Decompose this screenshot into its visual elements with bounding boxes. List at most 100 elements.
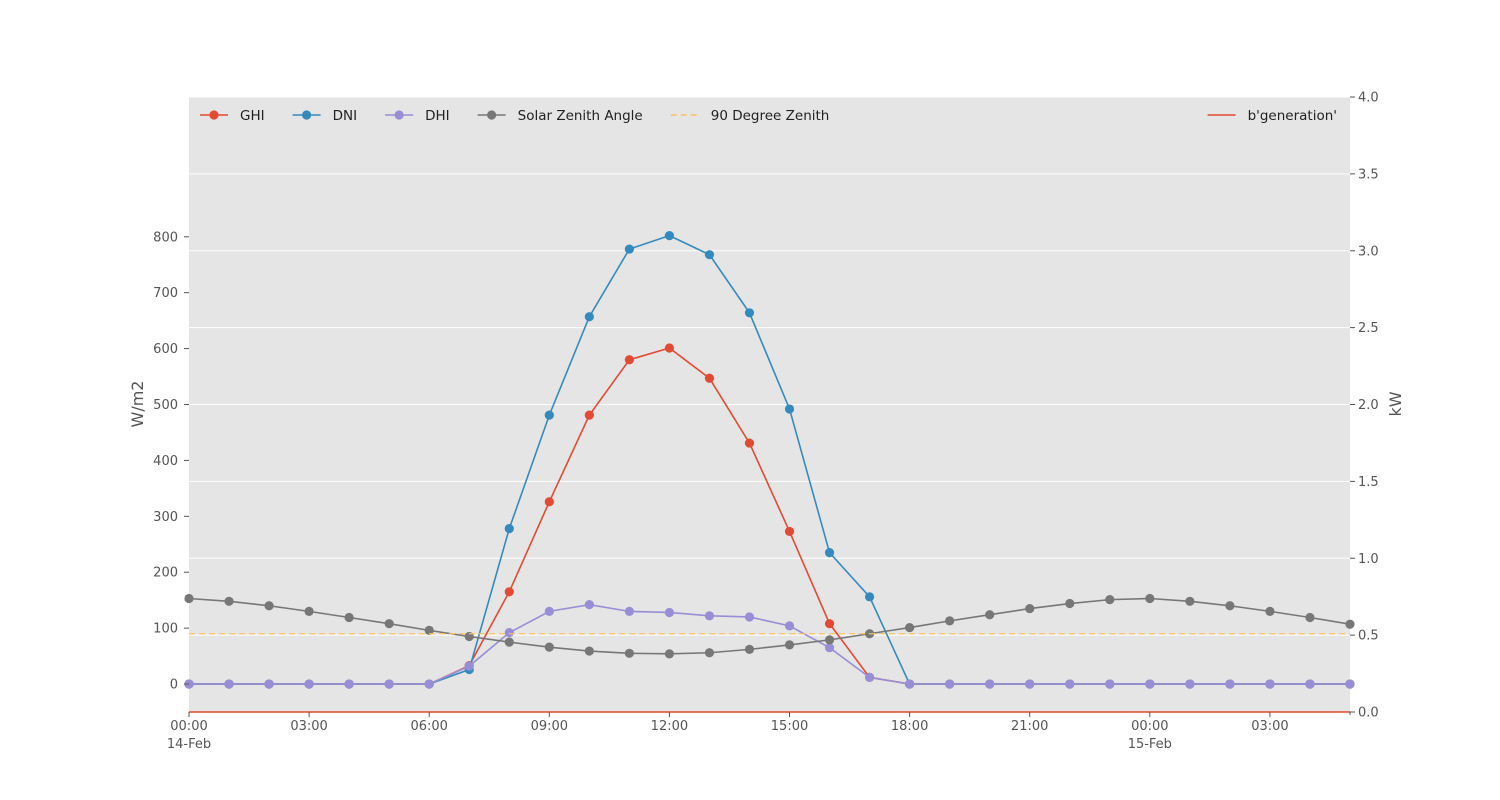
data-point-dhi xyxy=(824,643,835,653)
data-point-dni xyxy=(664,231,675,241)
legend-marker xyxy=(487,110,497,120)
data-point-dhi xyxy=(1105,679,1115,689)
x-tick-label: 15:00 xyxy=(771,719,808,734)
legend-label: 90 Degree Zenith xyxy=(711,108,830,124)
data-point-solar-zenith-angle xyxy=(1145,593,1155,604)
data-point-solar-zenith-angle xyxy=(985,610,995,620)
data-point-solar-zenith-angle xyxy=(224,596,234,606)
data-point-solar-zenith-angle xyxy=(624,648,634,658)
y2-tick-label: 4.0 xyxy=(1358,91,1379,106)
data-point-dni xyxy=(784,404,795,414)
legend-marker xyxy=(209,110,219,120)
data-point-solar-zenith-angle xyxy=(504,637,514,647)
legend-label: b'generation' xyxy=(1248,108,1337,124)
legend-label: DHI xyxy=(425,108,450,124)
data-point-dhi xyxy=(384,679,394,689)
y-tick-label: 0 xyxy=(170,678,178,693)
y2-tick-label: 0.0 xyxy=(1358,706,1379,721)
data-point-solar-zenith-angle xyxy=(945,616,955,626)
data-point-dhi xyxy=(584,600,594,610)
y2-tick-label: 0.5 xyxy=(1358,629,1379,644)
legend-marker xyxy=(302,110,312,120)
legend-label: Solar Zenith Angle xyxy=(518,108,643,124)
x-tick-label: 21:00 xyxy=(1011,719,1048,734)
legend-left: GHI DNI DHI Solar Zenith Angle 90 Degree Zen… xyxy=(200,108,829,124)
data-point-solar-zenith-angle xyxy=(544,642,554,652)
data-point-solar-zenith-angle xyxy=(424,625,434,635)
data-point-dhi xyxy=(1025,679,1035,689)
y-tick-label: 800 xyxy=(153,230,178,245)
axes-layer: 0.0 0.5 1.0 1.5 2.0 2.5 3.0 3.5 4.0 0 100 200 300 400… xyxy=(153,91,1379,753)
data-point-dhi xyxy=(1305,679,1315,689)
data-point-ghi xyxy=(584,410,594,420)
data-point-dhi xyxy=(744,612,755,622)
data-point-solar-zenith-angle xyxy=(1105,595,1115,605)
data-point-dni xyxy=(824,548,835,558)
data-point-solar-zenith-angle xyxy=(744,644,755,654)
y2-tick-label: 1.5 xyxy=(1358,475,1379,490)
data-point-dhi xyxy=(1225,679,1235,689)
y2-tick-label: 2.0 xyxy=(1358,398,1379,413)
y-tick-label: 400 xyxy=(153,454,178,469)
y-tick-label: 300 xyxy=(153,510,178,525)
x-tick-label: 00:00 xyxy=(1131,719,1168,734)
data-point-dni xyxy=(704,250,715,260)
data-point-dhi xyxy=(704,611,715,621)
legend-marker xyxy=(394,110,404,120)
data-point-ghi xyxy=(744,438,755,448)
data-point-dni xyxy=(584,312,594,322)
data-point-ghi xyxy=(824,619,835,629)
data-point-solar-zenith-angle xyxy=(1185,596,1195,606)
legend-label: DNI xyxy=(333,108,357,124)
series-line-dhi xyxy=(189,603,1350,685)
data-point-dni xyxy=(544,410,554,420)
data-point-dhi xyxy=(224,679,234,689)
data-point-solar-zenith-angle xyxy=(1265,606,1275,616)
data-point-ghi xyxy=(504,587,514,597)
data-point-solar-zenith-angle xyxy=(184,593,194,604)
data-point-solar-zenith-angle xyxy=(824,635,835,645)
data-point-solar-zenith-angle xyxy=(1025,603,1035,614)
x-tick-label: 09:00 xyxy=(531,719,568,734)
data-point-dhi xyxy=(1145,679,1155,689)
data-point-dhi xyxy=(264,679,274,689)
data-point-solar-zenith-angle xyxy=(664,649,675,659)
data-point-ghi xyxy=(624,355,634,365)
x-tick-sublabel: 14-Feb xyxy=(167,737,211,752)
y2-tick-label: 3.5 xyxy=(1358,167,1379,182)
data-point-dhi xyxy=(864,672,875,682)
data-point-ghi xyxy=(784,526,795,537)
data-point-dhi xyxy=(504,628,514,638)
y2-tick-label: 1.0 xyxy=(1358,552,1379,567)
data-point-dhi xyxy=(985,679,995,689)
data-point-solar-zenith-angle xyxy=(264,601,274,611)
y-tick-label: 500 xyxy=(153,398,178,413)
data-point-solar-zenith-angle xyxy=(1345,619,1355,629)
y-tick-label: 200 xyxy=(153,566,178,581)
data-point-dni xyxy=(624,244,634,254)
data-point-dni xyxy=(504,524,514,534)
x-tick-sublabel: 15-Feb xyxy=(1128,737,1172,752)
data-point-dhi xyxy=(624,606,634,616)
data-point-dhi xyxy=(664,607,675,618)
data-point-dni xyxy=(864,592,875,602)
data-point-dhi xyxy=(304,679,314,689)
data-point-dhi xyxy=(464,661,474,671)
x-tick-label: 06:00 xyxy=(410,719,447,734)
data-point-ghi xyxy=(704,373,715,383)
y2-axis-label: kW xyxy=(1386,391,1405,416)
y2-tick-label: 2.5 xyxy=(1358,321,1379,336)
y-tick-label: 100 xyxy=(153,622,178,637)
x-tick-label: 00:00 xyxy=(170,719,207,734)
x-tick-label: 18:00 xyxy=(891,719,928,734)
legend-label: GHI xyxy=(240,108,265,124)
data-point-dhi xyxy=(1345,679,1355,689)
data-point-solar-zenith-angle xyxy=(304,606,314,616)
data-point-solar-zenith-angle xyxy=(784,640,795,650)
series-line-solar-zenith-angle xyxy=(188,597,1351,655)
data-point-solar-zenith-angle xyxy=(344,612,354,623)
series-layer xyxy=(184,231,1355,713)
data-point-solar-zenith-angle xyxy=(584,646,594,656)
data-point-solar-zenith-angle xyxy=(1225,601,1235,611)
